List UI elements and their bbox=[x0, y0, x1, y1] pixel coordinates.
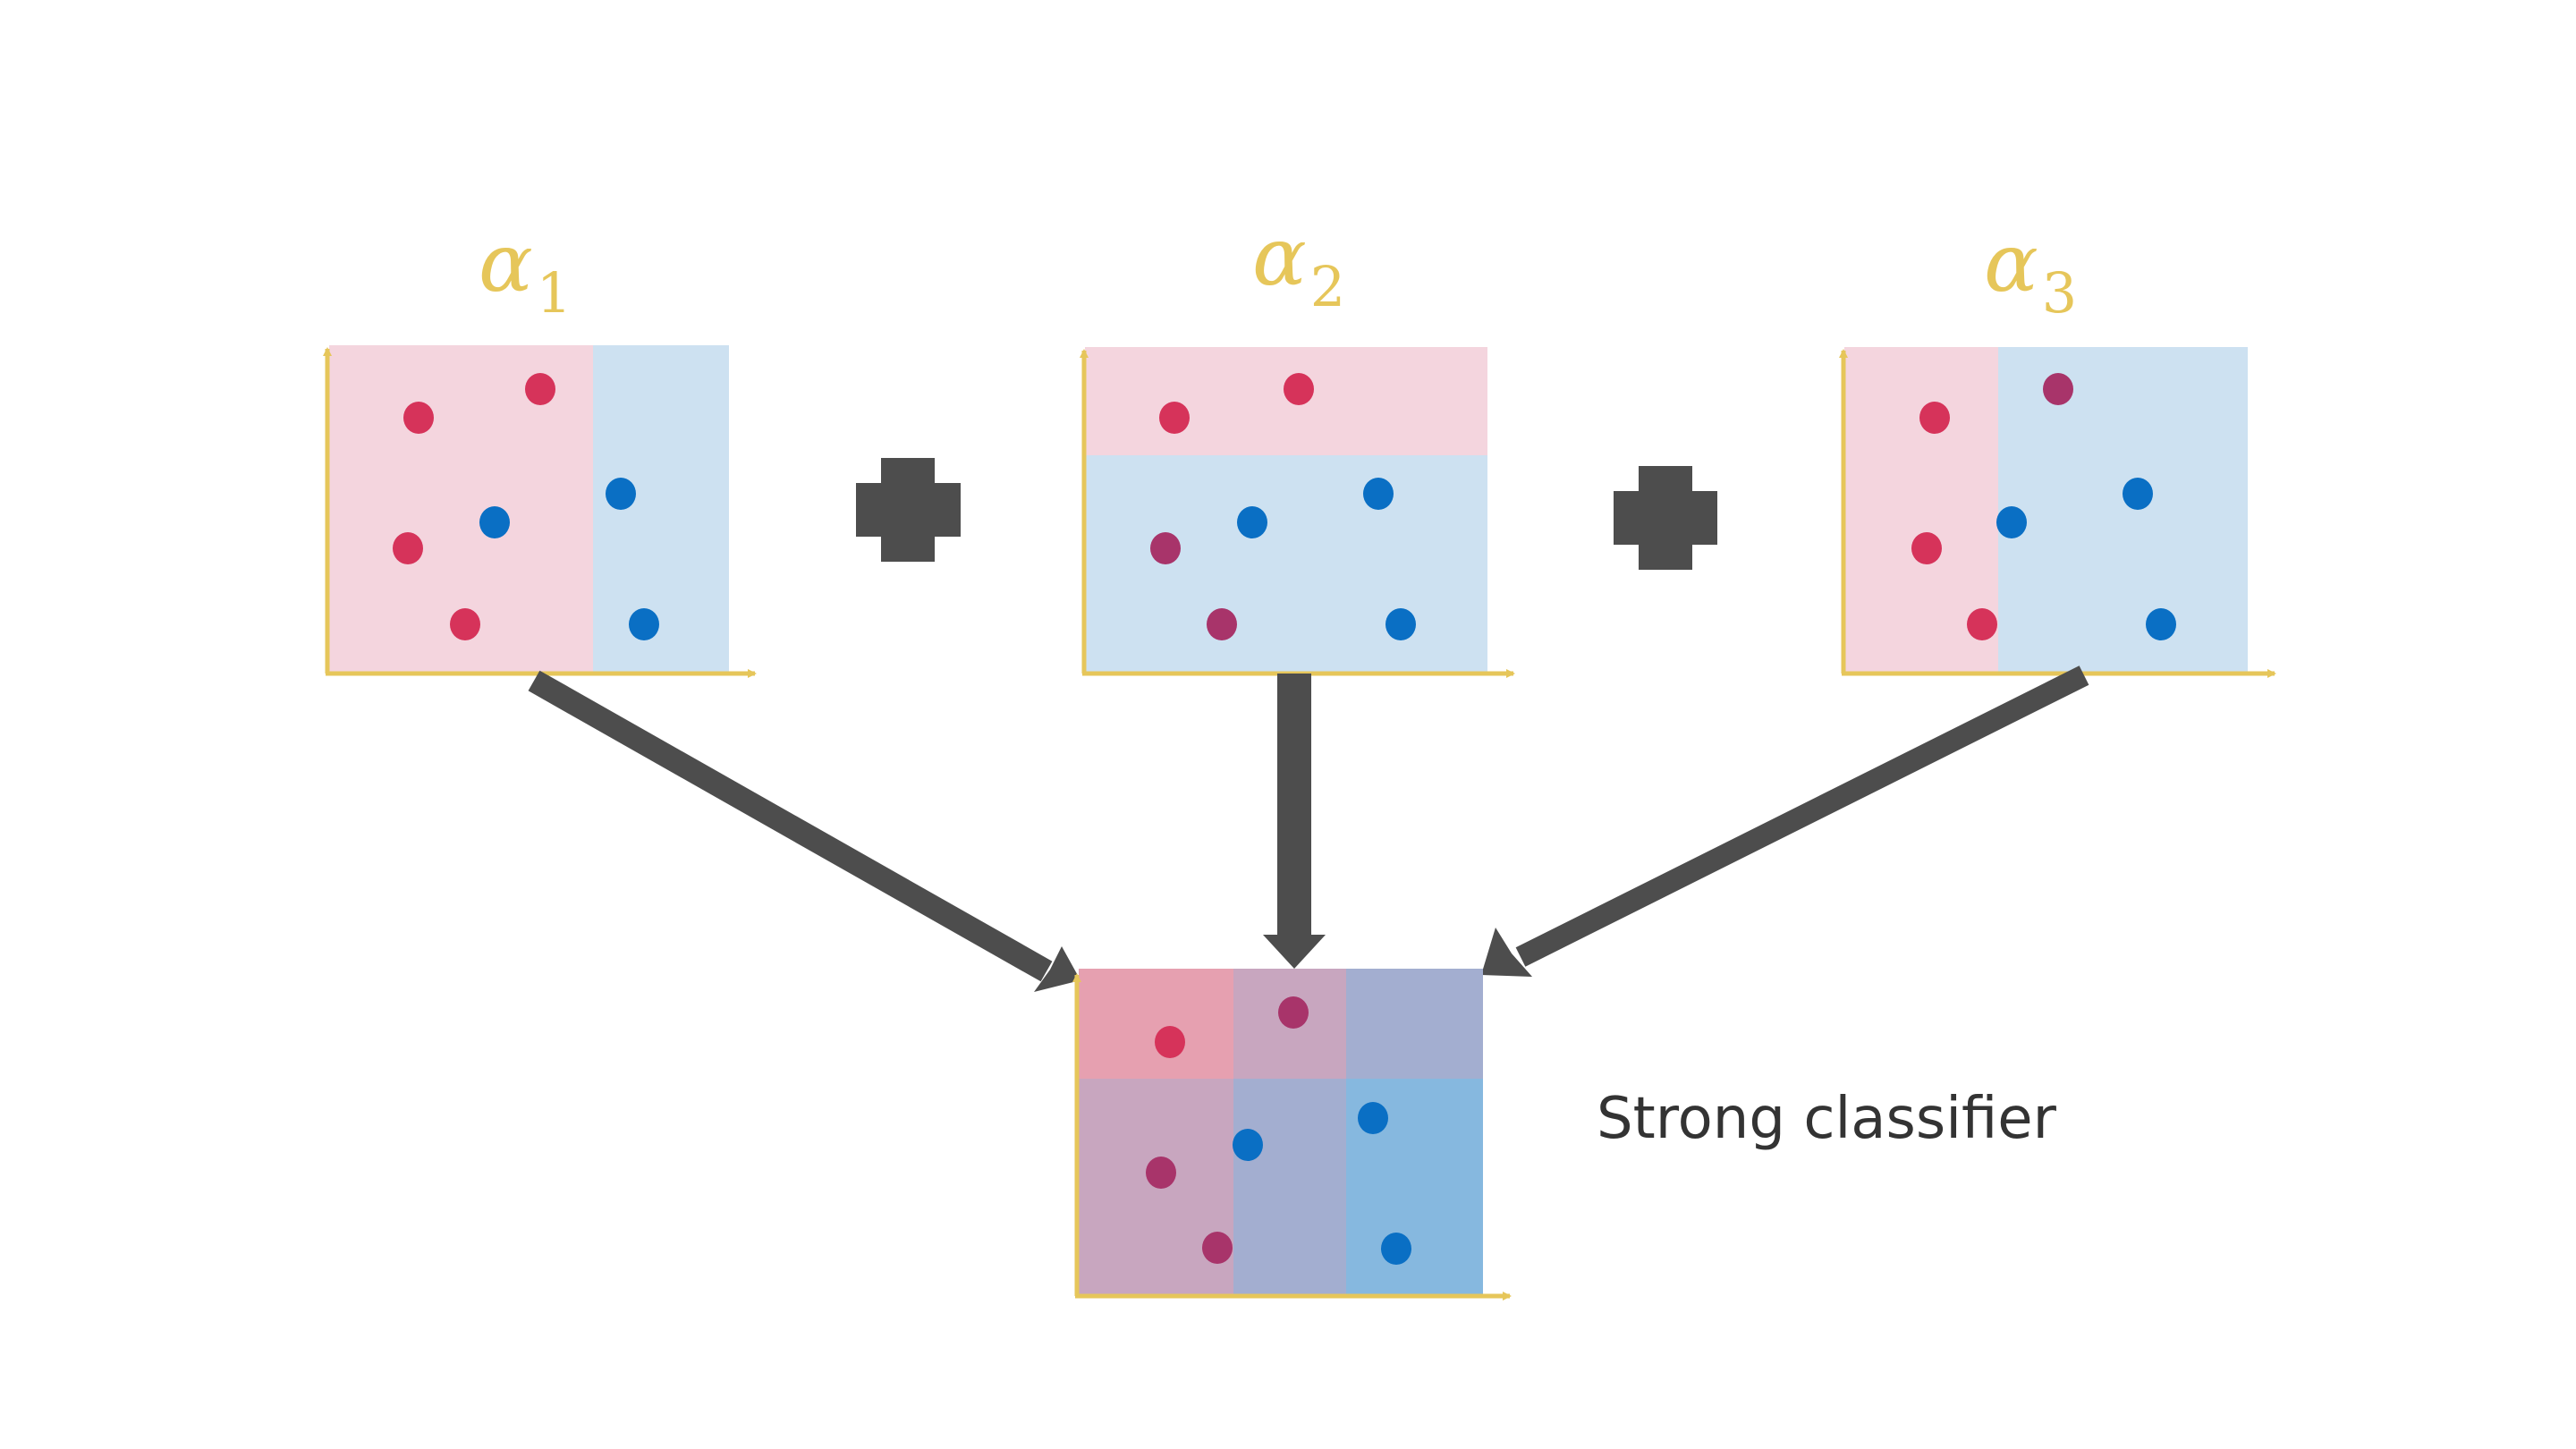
data-point-blue bbox=[2146, 608, 2176, 640]
data-point-blue bbox=[1363, 478, 1394, 510]
alpha-1-label: α1 bbox=[479, 216, 572, 326]
data-point-blue bbox=[479, 506, 510, 538]
alpha-2-label: α2 bbox=[1252, 210, 1345, 319]
data-point-red bbox=[393, 532, 423, 564]
data-point-purple bbox=[1202, 1232, 1233, 1264]
data-point-blue bbox=[1237, 506, 1267, 538]
data-point-red bbox=[525, 373, 555, 405]
weak-classifier-3: α3 bbox=[1839, 216, 2276, 678]
data-point-blue bbox=[629, 608, 659, 640]
data-point-blue bbox=[1381, 1233, 1411, 1265]
data-point-red bbox=[1919, 402, 1950, 434]
data-point-red bbox=[1284, 373, 1314, 405]
data-point-purple bbox=[1278, 996, 1309, 1029]
region-lavender bbox=[1346, 969, 1483, 1079]
data-point-purple bbox=[2043, 373, 2073, 405]
plus-icon bbox=[856, 458, 961, 562]
data-point-blue bbox=[606, 478, 636, 510]
data-point-blue bbox=[2123, 478, 2153, 510]
data-point-red bbox=[450, 608, 480, 640]
data-point-purple bbox=[1207, 608, 1237, 640]
data-point-red bbox=[1967, 608, 1997, 640]
region-lavender bbox=[1233, 1079, 1346, 1295]
data-point-blue bbox=[1385, 608, 1416, 640]
data-point-purple bbox=[1150, 532, 1181, 564]
arrow-1 bbox=[528, 670, 1080, 992]
arrow-2 bbox=[1263, 674, 1326, 969]
strong-classifier-label: Strong classifier bbox=[1597, 1086, 2057, 1152]
weak-classifier-1: α1 bbox=[323, 216, 757, 678]
arrow-3 bbox=[1481, 665, 2089, 977]
data-point-red bbox=[1155, 1026, 1185, 1058]
weak-classifier-2: α2 bbox=[1080, 210, 1515, 678]
alpha-3-label: α3 bbox=[1984, 216, 2077, 326]
data-point-purple bbox=[1146, 1157, 1176, 1189]
data-point-red bbox=[1911, 532, 1942, 564]
data-point-red bbox=[1159, 402, 1190, 434]
region-blue bbox=[1085, 455, 1487, 673]
data-point-blue bbox=[1996, 506, 2027, 538]
data-point-blue bbox=[1358, 1102, 1388, 1134]
data-point-blue bbox=[1233, 1129, 1263, 1161]
region-blue bbox=[593, 345, 729, 673]
region-pink bbox=[1085, 347, 1487, 455]
strong-classifier: Strong classifier bbox=[1072, 969, 2057, 1301]
plus-icon bbox=[1614, 466, 1717, 570]
region-blue bbox=[1998, 347, 2248, 673]
region-red bbox=[1079, 969, 1233, 1079]
data-point-red bbox=[403, 402, 434, 434]
